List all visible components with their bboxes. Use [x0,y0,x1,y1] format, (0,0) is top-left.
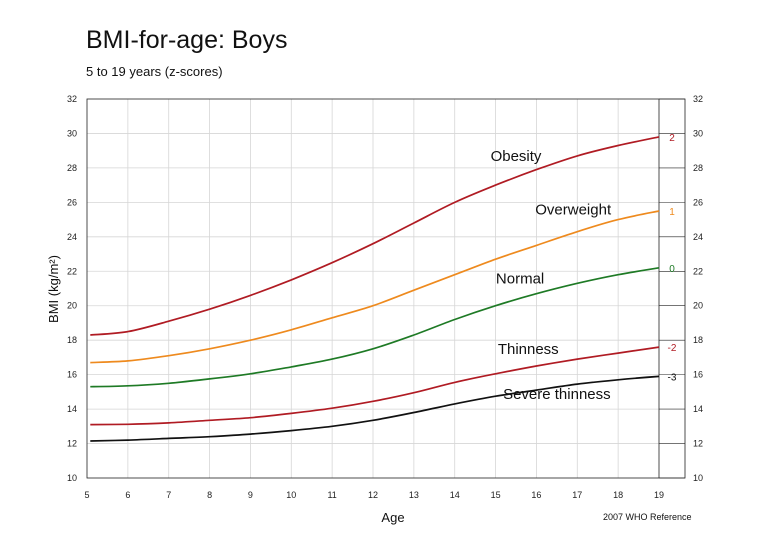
band-label: Overweight [535,201,612,218]
y-tick-label-left: 18 [67,335,77,345]
z-score-label: -3 [668,372,677,383]
y-tick-label-left: 26 [67,197,77,207]
x-tick-label: 15 [491,490,501,500]
x-tick-label: 13 [409,490,419,500]
x-tick-label: 18 [613,490,623,500]
y-tick-label-right: 32 [693,94,703,104]
z-score-label: -2 [668,343,677,354]
band-labels: Obesity Overweight Normal Thinness Severe th… [491,148,612,403]
y-tick-label-left: 10 [67,473,77,483]
y-tick-label-right: 22 [693,266,703,276]
y-tick-label-right: 14 [693,404,703,414]
y-tick-label-right: 26 [693,197,703,207]
chart-subtitle: 5 to 19 years (z-scores) [86,64,223,79]
series-line-z-3 [90,375,660,442]
x-tick-label: 19 [654,490,664,500]
x-tick-label: 11 [327,490,336,500]
x-tick-label: 17 [572,490,582,500]
x-tick-label: 5 [84,490,89,500]
x-tick-label: 7 [166,490,171,500]
x-tick-label: 9 [248,490,253,500]
y-tick-label-right: 10 [693,473,703,483]
series-line-z0 [90,266,660,388]
y-tick-label-left: 22 [67,266,77,276]
y-tick-label-left: 24 [67,232,77,242]
y-tick-label-right: 12 [693,439,703,449]
z-score-label: 1 [669,207,675,218]
plot-frame [86,98,686,479]
series-line-z1 [90,210,660,364]
x-tick-label: 14 [450,490,460,500]
y-tick-label-right: 28 [693,163,703,173]
y-tick-label-left: 14 [67,404,77,414]
y-tick-label-left: 28 [67,163,77,173]
band-label: Thinness [498,341,559,358]
grid [87,99,659,478]
x-tick-label: 10 [286,490,296,500]
x-tick-label: 8 [207,490,212,500]
y-tick-label-right: 30 [693,128,703,138]
z-score-label: 0 [669,264,675,275]
y-tick-label-right: 16 [693,370,703,380]
band-label: Obesity [491,148,542,165]
y-tick-label-left: 32 [67,94,77,104]
z-score-label: 2 [669,133,675,144]
x-tick-label: 16 [531,490,541,500]
x-axis-label: Age [381,510,404,525]
x-tick-label: 12 [368,490,378,500]
series-line-z-2 [90,346,660,426]
y-tick-label-left: 12 [67,439,77,449]
series-lines [90,136,660,442]
y-tick-label-left: 30 [67,128,77,138]
series-line-z2 [90,136,660,336]
y-tick-label-right: 18 [693,335,703,345]
y-tick-label-left: 16 [67,370,77,380]
y-tick-label-right: 24 [693,232,703,242]
y-tick-label-left: 20 [67,301,77,311]
y-axis-label: BMI (kg/m²) [46,255,61,323]
z-score-labels: 2 1 0 -2 -3 [668,133,677,383]
band-label: Severe thinness [503,386,611,403]
y-tick-label-right: 20 [693,301,703,311]
chart-title: BMI-for-age: Boys [86,26,288,54]
band-label: Normal [496,270,544,287]
source-note: 2007 WHO Reference [603,512,692,522]
x-tick-label: 6 [125,490,130,500]
plot-border [86,98,686,479]
